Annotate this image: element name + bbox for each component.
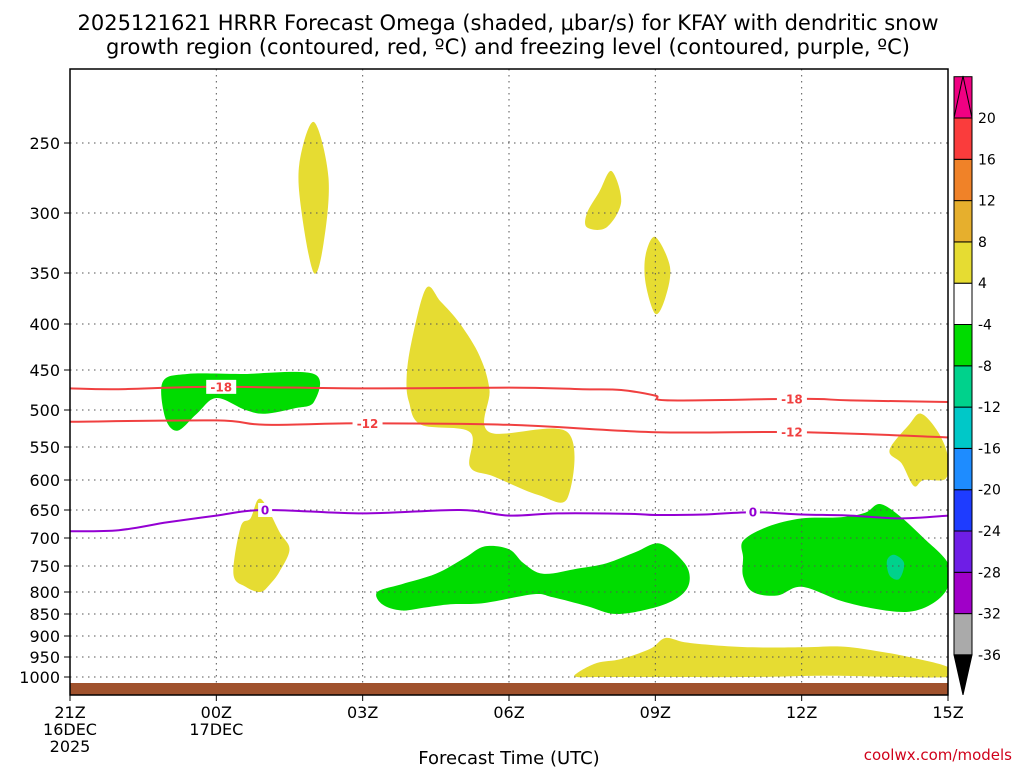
- colorbar-swatch: [953, 613, 973, 656]
- x-tick-label: 15Z: [932, 703, 963, 722]
- colorbar-label: 16: [978, 152, 996, 168]
- x-tick-label: 21Z: [54, 703, 85, 722]
- y-tick-label: 750: [29, 557, 60, 576]
- y-tick-label: 650: [29, 501, 60, 520]
- y-axis-pressure-ticks: 250 300 350 400 450 500 550 600 650 700 750 800 850 9…: [19, 134, 70, 687]
- omega-region-3: [886, 554, 905, 580]
- dgz-contour-label: -12: [357, 417, 379, 431]
- colorbar: -36 -32 -28 -24 -20 -16 -12 -8 -4 4 8 12 16 20: [953, 75, 1001, 696]
- omega-region-5: [585, 170, 622, 230]
- colorbar-label: -32: [978, 607, 1001, 623]
- omega-region-4: [298, 121, 329, 274]
- y-tick-label: 450: [29, 361, 60, 380]
- x-tick-label: 00Z: [201, 703, 232, 722]
- freezing-level-contour-label: 0: [261, 504, 269, 518]
- freezing-level-contour-label: 0: [749, 506, 757, 520]
- colorbar-swatch: [953, 158, 973, 202]
- y-tick-label: 950: [29, 648, 60, 667]
- y-tick-label: 700: [29, 529, 60, 548]
- colorbar-swatch: [953, 365, 973, 408]
- omega-shading-layer: [161, 121, 948, 678]
- colorbar-swatch: [953, 489, 973, 532]
- omega-region-2: [741, 503, 948, 613]
- y-tick-label: 1000: [19, 668, 60, 687]
- colorbar-swatch: [953, 282, 973, 326]
- y-tick-label: 400: [29, 315, 60, 334]
- colorbar-swatch: [953, 241, 973, 284]
- gridlines: [69, 69, 949, 685]
- colorbar-label: -16: [978, 441, 1001, 457]
- freezing-level-label-bg: [258, 503, 273, 517]
- x-axis-label: Forecast Time (UTC): [418, 748, 599, 768]
- colorbar-swatch: [953, 117, 973, 160]
- x-tick-label: 03Z: [347, 703, 378, 722]
- y-tick-label: 900: [29, 627, 60, 646]
- colorbar-swatch: [953, 200, 973, 243]
- omega-region-7: [406, 286, 575, 503]
- colorbar-label: 12: [978, 194, 996, 210]
- dgz-label-bg: [206, 379, 237, 394]
- colorbar-label: -20: [978, 483, 1001, 499]
- x-tick-label: 2025: [50, 737, 91, 756]
- colorbar-label: -36: [978, 648, 1001, 664]
- colorbar-swatch: [953, 447, 973, 491]
- y-tick-label: 250: [29, 134, 60, 153]
- dgz-label-bg: [352, 416, 383, 431]
- omega-region-10: [574, 637, 948, 678]
- y-tick-label: 600: [29, 471, 60, 490]
- omega-region-6: [644, 236, 671, 315]
- colorbar-over-triangle: [953, 75, 973, 119]
- x-tick-label: 12Z: [786, 703, 817, 722]
- y-tick-label: 550: [29, 438, 60, 457]
- x-tick-label: 09Z: [640, 703, 671, 722]
- chart-title-line1: 2025121621 HRRR Forecast Omega (shaded, …: [77, 11, 938, 35]
- dgz-label-bg: [776, 425, 807, 440]
- chart-title-line2: growth region (contoured, red, ºC) and f…: [106, 35, 910, 59]
- colorbar-label: 20: [978, 111, 996, 127]
- omega-region-1: [376, 543, 690, 615]
- colorbar-label: -4: [978, 318, 992, 334]
- x-tick-label: 06Z: [493, 703, 524, 722]
- omega-region-8: [233, 498, 290, 593]
- y-tick-label: 500: [29, 401, 60, 420]
- freezing-level-contour-0: [70, 508, 948, 533]
- colorbar-label: -12: [978, 400, 1001, 416]
- colorbar-under-triangle: [953, 654, 973, 696]
- colorbar-label: 4: [978, 276, 987, 292]
- dgz-label-bg: [776, 391, 807, 406]
- contour-label-layer: -18 -18 -12 -12 0 0: [206, 379, 807, 520]
- x-tick-label: 17DEC: [189, 720, 243, 739]
- credit-text: coolwx.com/models: [864, 746, 1012, 764]
- colorbar-swatch: [953, 406, 973, 449]
- x-tick-label: 16DEC: [43, 720, 97, 739]
- colorbar-label: -24: [978, 524, 1001, 540]
- dgz-contour-label: -18: [781, 392, 803, 406]
- dgz-contour-label: -12: [781, 426, 803, 440]
- ground-surface-bar: [70, 683, 948, 695]
- colorbar-swatch: [953, 324, 973, 367]
- freezing-level-label-bg: [745, 505, 760, 520]
- y-tick-label: 850: [29, 605, 60, 624]
- y-tick-label: 350: [29, 264, 60, 283]
- colorbar-label: -8: [978, 359, 992, 375]
- colorbar-swatch: [953, 530, 973, 573]
- y-tick-label: 300: [29, 204, 60, 223]
- colorbar-label: -28: [978, 565, 1001, 581]
- omega-region-9: [889, 413, 948, 487]
- dgz-contour-label: -18: [210, 380, 232, 394]
- colorbar-label: 8: [978, 235, 987, 251]
- colorbar-swatch: [953, 571, 973, 615]
- y-tick-label: 800: [29, 583, 60, 602]
